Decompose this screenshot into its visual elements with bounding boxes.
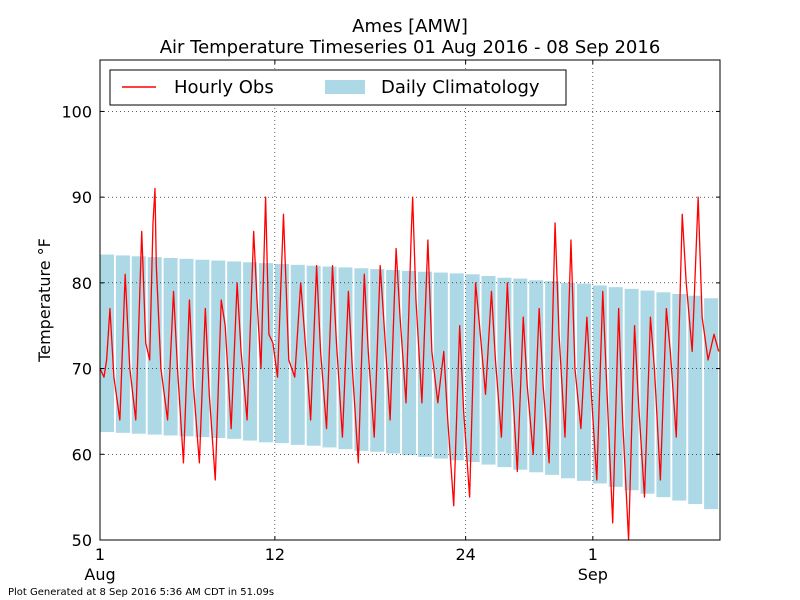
plot-frame: [99, 59, 721, 541]
climatology-bar: [195, 259, 210, 438]
y-tick-label: 70: [72, 360, 92, 379]
y-tick-label: 90: [72, 188, 92, 207]
x-tick-label: 24: [455, 545, 475, 564]
climatology-bar: [433, 272, 448, 459]
climatology-bar: [608, 287, 623, 487]
x-tick-label: 1: [588, 545, 598, 564]
climatology-bar: [211, 260, 226, 438]
y-axis-ticks: 50 60 70 80 90 100: [61, 102, 720, 550]
x-tick-month-label: Aug: [84, 565, 115, 584]
climatology-bar: [402, 270, 417, 456]
legend-hourly-obs-label: Hourly Obs: [174, 77, 274, 98]
legend-daily-climatology-swatch: [325, 80, 365, 94]
y-tick-label: 60: [72, 445, 92, 464]
climatology-bar: [481, 276, 496, 465]
climatology-bar: [290, 264, 305, 445]
chart-subtitle: Air Temperature Timeseries 01 Aug 2016 -…: [160, 37, 661, 58]
climatology-bar: [672, 294, 687, 501]
y-axis-label: Temperature °F: [35, 238, 54, 363]
x-tick-label: 1: [95, 545, 105, 564]
y-tick-label: 50: [72, 531, 92, 550]
y-tick-label: 80: [72, 274, 92, 293]
climatology-bar: [449, 273, 464, 461]
hourly-obs-series: [99, 187, 720, 541]
climatology-bar: [100, 254, 114, 432]
plot-generated-footer: Plot Generated at 8 Sep 2016 5:36 AM CDT…: [8, 587, 274, 598]
x-tick-month-label: Sep: [578, 565, 608, 584]
climatology-bar: [704, 298, 719, 510]
x-tick-label: 12: [265, 545, 285, 564]
climatology-bar: [386, 270, 401, 454]
legend: Hourly Obs Daily Climatology: [109, 69, 567, 106]
climatology-bar: [545, 281, 560, 475]
y-tick-label: 100: [61, 102, 92, 121]
chart-title: Ames [AMW]: [352, 16, 468, 37]
climatology-bar: [624, 288, 639, 491]
legend-daily-climatology-label: Daily Climatology: [381, 77, 540, 98]
climatology-bar: [274, 264, 289, 444]
climatology-bars: [100, 254, 719, 510]
climatology-bar: [417, 271, 432, 457]
hourly-obs-line: [99, 187, 720, 541]
